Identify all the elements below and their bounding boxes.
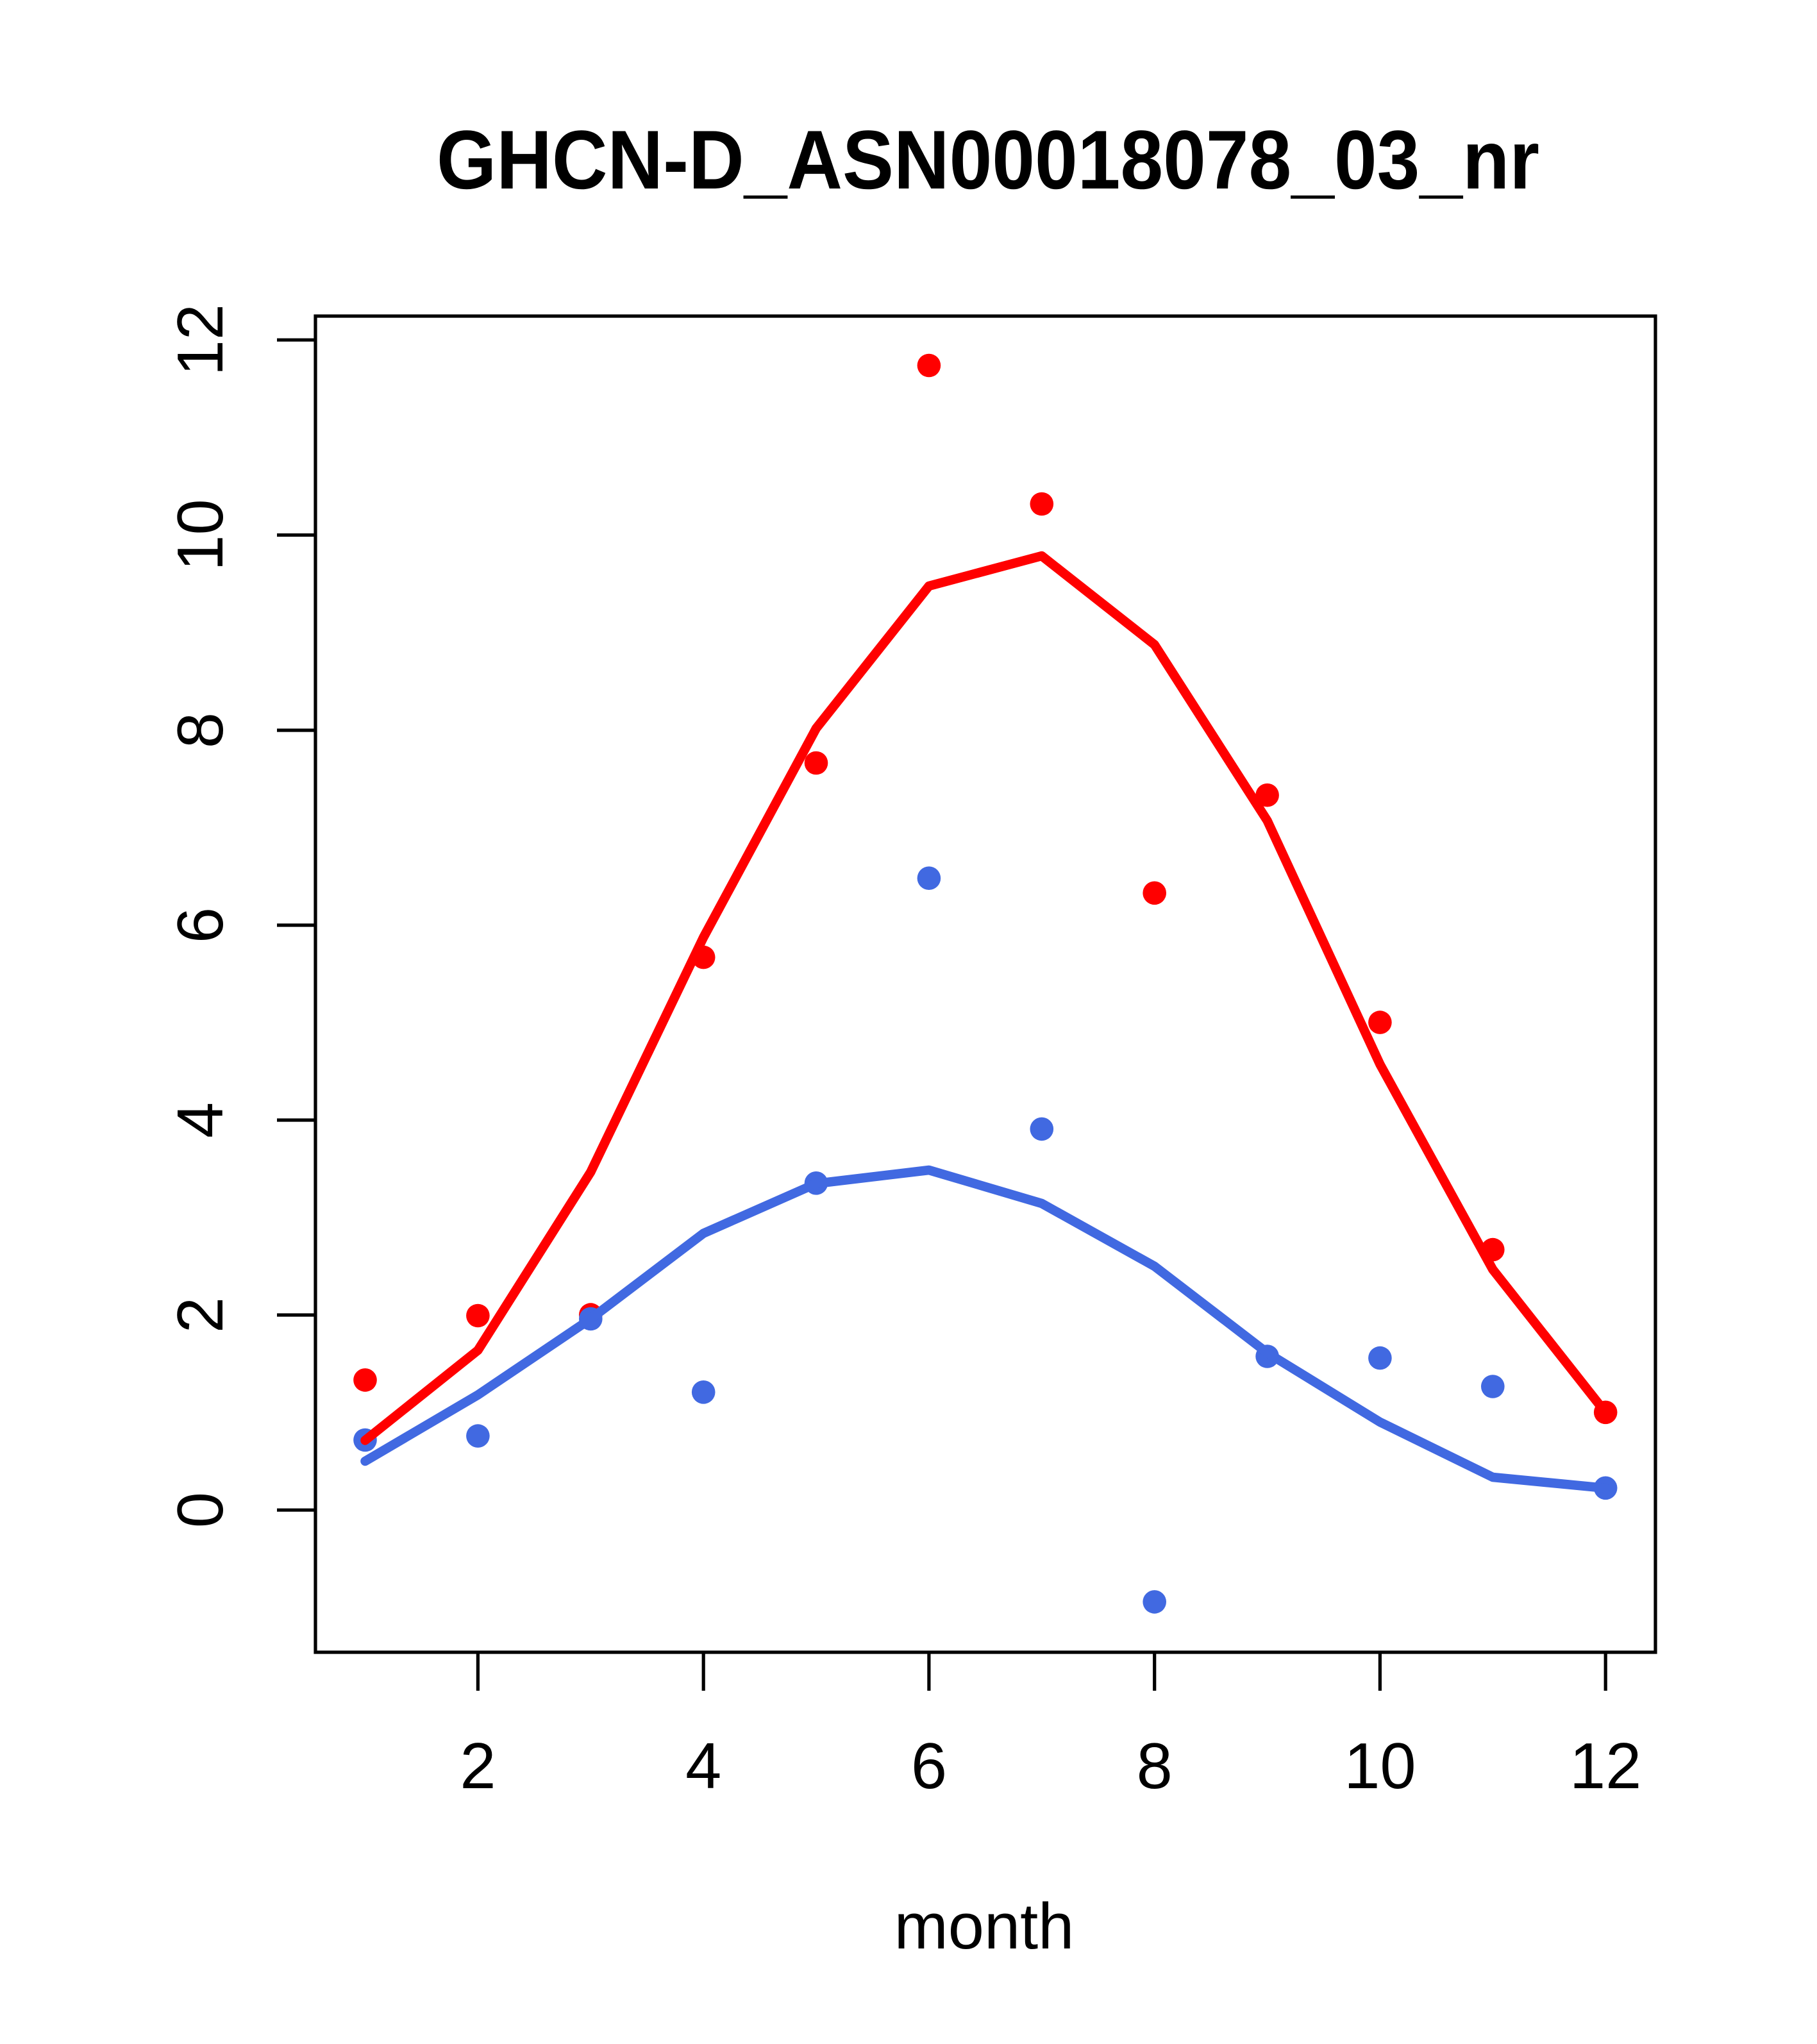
svg-text:12: 12 bbox=[1570, 1730, 1641, 1802]
svg-text:2: 2 bbox=[165, 1297, 237, 1333]
svg-text:GHCN-D_ASN00018078_03_nr: GHCN-D_ASN00018078_03_nr bbox=[437, 113, 1539, 206]
svg-text:4: 4 bbox=[685, 1730, 721, 1802]
svg-text:12: 12 bbox=[165, 304, 237, 376]
svg-text:month: month bbox=[894, 1891, 1075, 1963]
svg-text:10: 10 bbox=[1344, 1730, 1416, 1802]
svg-text:10: 10 bbox=[165, 499, 237, 571]
svg-text:8: 8 bbox=[165, 712, 237, 748]
svg-text:6: 6 bbox=[165, 907, 237, 943]
svg-text:2: 2 bbox=[460, 1730, 496, 1802]
svg-text:6: 6 bbox=[911, 1730, 947, 1802]
svg-text:8: 8 bbox=[1137, 1730, 1173, 1802]
svg-text:4: 4 bbox=[165, 1102, 237, 1138]
svg-text:0: 0 bbox=[165, 1492, 237, 1528]
